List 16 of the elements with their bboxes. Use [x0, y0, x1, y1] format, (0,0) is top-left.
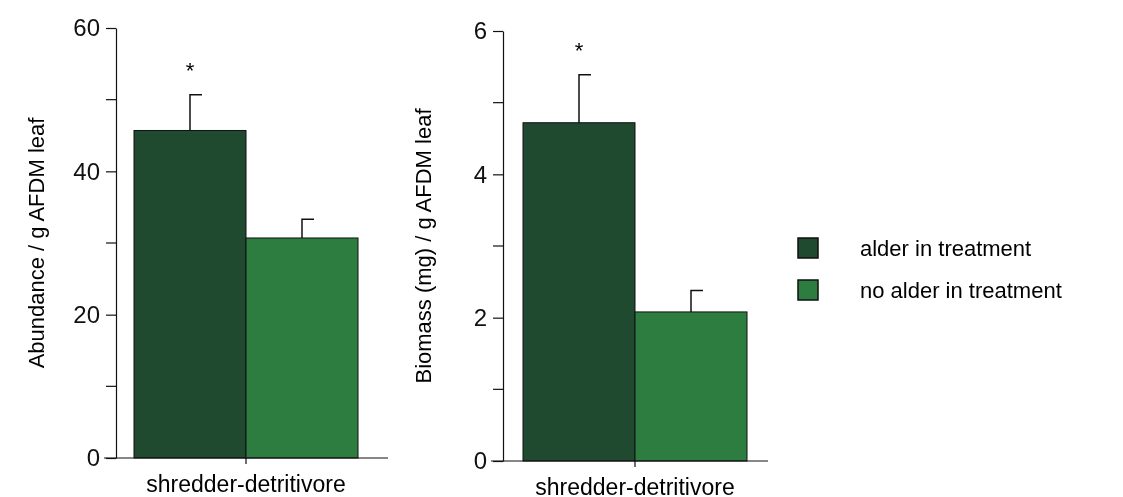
y-tick-label: 6: [473, 17, 487, 45]
annotation: *: [574, 37, 584, 63]
legend-label: alder in treatment: [860, 235, 1032, 261]
y-tick-label: 40: [73, 157, 100, 185]
y-axis-title: Biomass (mg) / g AFDM leaf: [411, 107, 436, 384]
x-tick-label: shredder-detritivore: [146, 471, 346, 497]
y-tick-label: 2: [473, 303, 487, 331]
y-tick-label: 4: [473, 160, 487, 188]
annotation: *: [185, 57, 195, 83]
y-tick-label: 60: [73, 14, 100, 42]
y-tick-label: 0: [86, 444, 100, 472]
legend-label: no alder in treatment: [860, 277, 1062, 303]
y-tick-label: 0: [473, 447, 487, 475]
y-axis-title: Abundance / g AFDM leaf: [24, 116, 49, 369]
x-tick-label: shredder-detritivore: [535, 474, 735, 497]
y-tick-label: 20: [73, 300, 100, 328]
